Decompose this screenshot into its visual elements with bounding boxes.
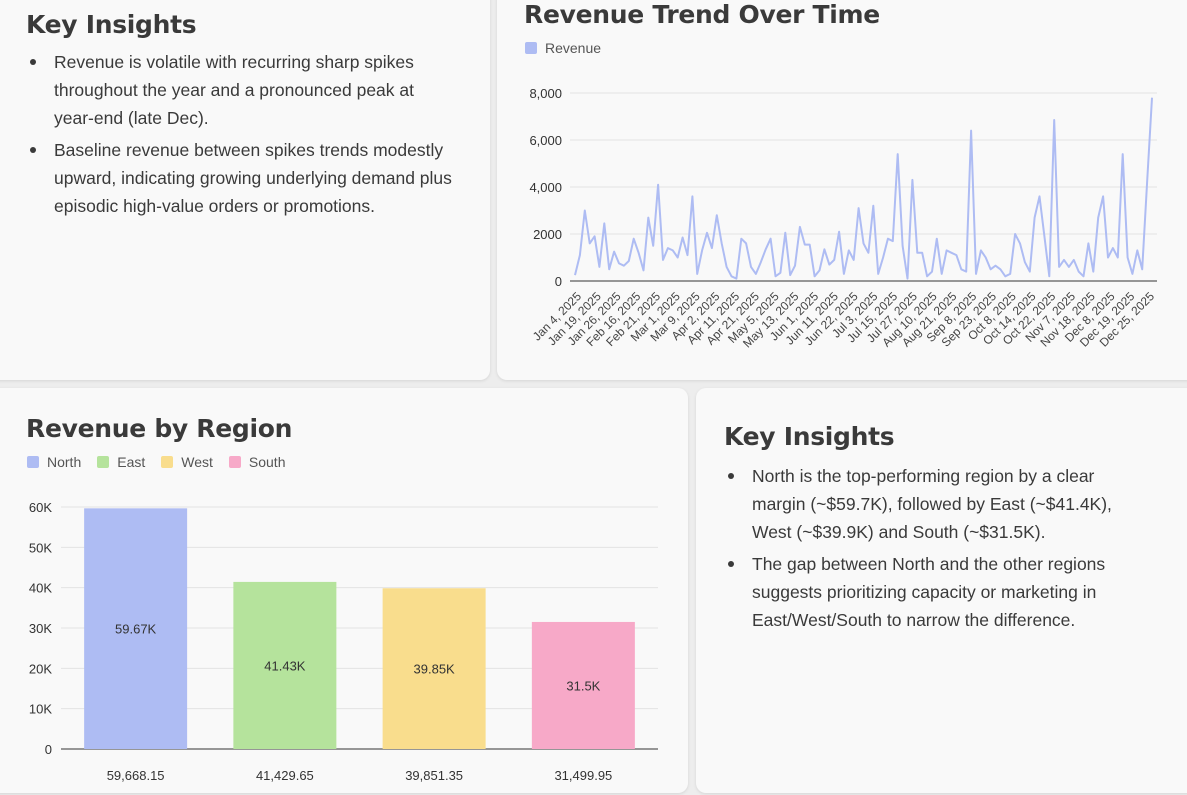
y-tick-label: 8,000 [529, 86, 562, 101]
y-tick-label: 6,000 [529, 133, 562, 148]
legend-label: East [117, 454, 146, 470]
x-category-label: 31,499.95 [554, 768, 612, 783]
legend-swatch [97, 456, 110, 468]
bar-value-label: 39.85K [414, 662, 456, 677]
legend-swatch [27, 456, 39, 468]
legend-label: West [181, 454, 213, 470]
legend-label: North [47, 454, 82, 470]
bar-south [531, 621, 635, 749]
x-category-label: 59,668.15 [107, 768, 165, 783]
x-category-label: 39,851.35 [405, 768, 463, 783]
bar-value-label: 59.67K [115, 622, 157, 637]
bar-value-label: 41.43K [264, 658, 306, 673]
revenue-series-line [574, 97, 1153, 280]
insight-bullet: The gap between North and the other regi… [724, 550, 1144, 634]
insight-bullet: Baseline revenue between spikes trends m… [26, 136, 456, 220]
legend-item-revenue: Revenue [525, 40, 601, 56]
y-tick-label: 10K [29, 702, 52, 717]
insights-title-top: Key Insights [26, 10, 197, 39]
bar-west [382, 588, 486, 749]
legend-swatch [228, 456, 241, 468]
revenue-trend-legend: Revenue [525, 40, 617, 56]
y-tick-label: 30K [29, 621, 52, 636]
insights-title-bottom: Key Insights [724, 422, 895, 451]
bar-east [233, 581, 337, 749]
y-tick-label: 60K [29, 500, 52, 515]
y-tick-label: 40K [29, 581, 52, 596]
y-tick-label: 50K [29, 540, 52, 555]
legend-label: South [248, 454, 286, 470]
x-category-label: 41,429.65 [256, 768, 314, 783]
legend-label: Revenue [545, 40, 602, 56]
revenue-region-legend: North East West South [27, 454, 301, 470]
revenue-region-title: Revenue by Region [26, 414, 293, 443]
revenue-trend-title: Revenue Trend Over Time [524, 0, 880, 29]
legend-item-east: East [97, 454, 145, 470]
insights-list-top: Revenue is volatile with recurring sharp… [26, 48, 456, 224]
y-tick-label: 4,000 [529, 180, 562, 195]
y-tick-label: 0 [45, 742, 52, 757]
insights-card-top: Key Insights Revenue is volatile with re… [0, 0, 490, 380]
insight-bullet: Revenue is volatile with recurring sharp… [26, 48, 456, 132]
insights-list-bottom: North is the top-performing region by a … [724, 462, 1144, 638]
insights-card-bottom: Key Insights North is the top-performing… [696, 388, 1187, 793]
legend-item-south: South [228, 454, 286, 470]
y-tick-label: 20K [29, 661, 52, 676]
revenue-region-chart: 0 10K 20K 30K 40K 50K 60K 59.67K 59,668.15 41.43K… [29, 500, 658, 783]
y-tick-label: 0 [555, 274, 562, 289]
insight-bullet: North is the top-performing region by a … [724, 462, 1144, 546]
bar-value-label: 31.5K [566, 678, 600, 693]
y-tick-label: 2000 [533, 227, 562, 242]
bar-north [84, 508, 188, 749]
legend-swatch [161, 456, 174, 468]
revenue-trend-card: Revenue Trend Over Time Revenue 0 2000 4,0… [497, 0, 1187, 380]
legend-item-north: North [27, 454, 81, 470]
legend-swatch [525, 42, 537, 54]
legend-item-west: West [161, 454, 213, 470]
revenue-region-card: Revenue by Region North East West South … [0, 388, 688, 793]
